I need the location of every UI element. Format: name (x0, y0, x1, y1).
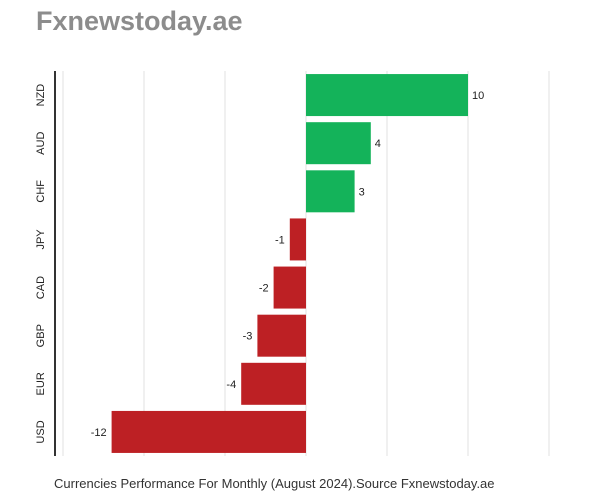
category-label-aud: AUD (35, 132, 47, 155)
bar-nzd (306, 74, 468, 117)
category-labels: NZD AUD CHF JPY CAD GBP EUR USD (35, 84, 47, 444)
brand-title: Fxnewstoday.ae (36, 6, 243, 36)
bar-eur (241, 362, 306, 405)
data-label-gbp: -3 (243, 331, 253, 343)
data-label-chf: 3 (359, 186, 365, 198)
category-label-usd: USD (35, 420, 47, 443)
bar-aud (306, 122, 371, 165)
category-label-nzd: NZD (35, 84, 47, 107)
data-label-jpy: -1 (275, 234, 285, 246)
data-label-cad: -2 (259, 283, 269, 295)
chart-caption: Currencies Performance For Monthly (Augu… (54, 476, 495, 491)
bars (111, 74, 468, 453)
category-label-chf: CHF (35, 180, 47, 203)
data-label-usd: -12 (91, 427, 107, 439)
data-label-aud: 4 (375, 138, 381, 150)
bar-cad (273, 266, 306, 309)
category-label-gbp: GBP (35, 324, 47, 347)
data-labels: 10 4 3 -1 -2 -3 -4 -12 (91, 90, 485, 439)
data-label-eur: -4 (226, 379, 236, 391)
category-label-jpy: JPY (35, 229, 47, 250)
bar-chf (306, 170, 355, 213)
category-label-cad: CAD (35, 276, 47, 299)
bar-gbp (257, 314, 306, 357)
bar-jpy (289, 218, 306, 261)
category-label-eur: EUR (35, 372, 47, 395)
bar-usd (111, 410, 306, 453)
data-label-nzd: 10 (472, 90, 484, 102)
